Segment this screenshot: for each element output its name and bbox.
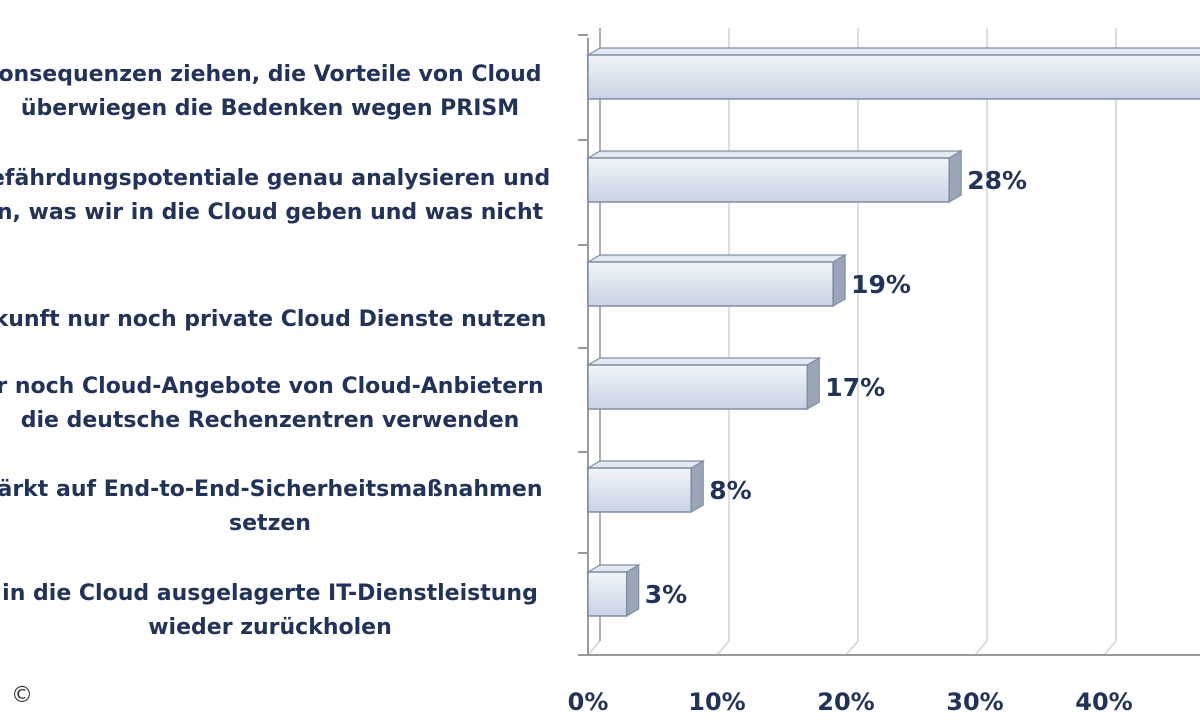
floor-gridline xyxy=(587,640,601,656)
category-label-line: ärkt auf End-to-End-Sicherheitsmaßnahmen xyxy=(0,477,543,502)
floor-gridline xyxy=(716,640,730,656)
category-label-line: r noch Cloud-Angebote von Cloud-Anbieter… xyxy=(0,374,544,399)
category-label: r noch Cloud-Angebote von Cloud-Anbieter… xyxy=(0,370,550,438)
bar-top-face xyxy=(585,150,964,159)
bar-front-face xyxy=(587,571,628,617)
bar-end-face xyxy=(690,459,704,514)
data-label: 28% xyxy=(967,166,1027,195)
category-label: onsequenzen ziehen, die Vorteile von Clo… xyxy=(0,58,550,126)
x-tick-label: 30% xyxy=(946,688,1003,716)
bar-front-face xyxy=(587,364,809,410)
category-label-line: die deutsche Rechenzentren verwenden xyxy=(20,408,520,433)
category-label-line: wieder zurückholen xyxy=(148,615,392,640)
data-label: 3% xyxy=(645,580,687,609)
copyright-symbol: © xyxy=(11,683,33,708)
category-label-line: n, was wir in die Cloud geben und was ni… xyxy=(0,200,544,225)
category-label-line: onsequenzen ziehen, die Vorteile von Clo… xyxy=(0,62,542,87)
data-label: 17% xyxy=(825,373,885,402)
category-label: kunft nur noch private Cloud Dienste nut… xyxy=(0,303,550,337)
x-tick-label: 40% xyxy=(1075,688,1132,716)
bar-4 xyxy=(585,356,822,411)
data-label: 8% xyxy=(709,476,751,505)
data-labels: 28% 19% 17% 8% 3% xyxy=(645,166,1027,609)
floor-gridline xyxy=(1103,640,1117,656)
bar-top-face xyxy=(585,357,822,366)
bar-front-face xyxy=(587,157,950,203)
bar-top-face xyxy=(585,47,1200,56)
data-label: 19% xyxy=(851,270,911,299)
category-label: ärkt auf End-to-End-Sicherheitsmaßnahmen… xyxy=(0,473,550,541)
x-tick-label: 10% xyxy=(688,688,745,716)
bar-end-face xyxy=(806,356,820,411)
bar-top-face xyxy=(585,254,848,263)
axes xyxy=(578,28,1200,656)
floor-gridline xyxy=(845,640,859,656)
x-tick-label: 20% xyxy=(817,688,874,716)
floor-gridline xyxy=(974,640,988,656)
category-label-line: kunft nur noch private Cloud Dienste nut… xyxy=(0,307,547,332)
bar-end-face xyxy=(948,149,962,204)
bar-6 xyxy=(585,563,641,618)
bar-end-face xyxy=(626,563,640,618)
x-tick-labels: 0%10%20%30%40%5 xyxy=(568,688,1133,716)
bar-end-face xyxy=(832,253,846,308)
category-label-line: in die Cloud ausgelagerte IT-Dienstleist… xyxy=(2,581,538,606)
x-tick-label: 0% xyxy=(568,688,609,716)
category-label-line: überwiegen die Bedenken wegen PRISM xyxy=(20,96,520,121)
bar-5 xyxy=(585,459,706,514)
category-label-line: setzen xyxy=(229,511,311,536)
bars xyxy=(585,47,1200,618)
bar-front-face xyxy=(587,467,692,513)
bar-front-face xyxy=(587,54,1200,100)
bar-front-face xyxy=(587,261,834,307)
category-label: efährdungspotentiale genau analysieren u… xyxy=(0,162,550,230)
bar-top-face xyxy=(585,460,706,469)
category-label-line: efährdungspotentiale genau analysieren u… xyxy=(0,166,551,191)
gridlines xyxy=(587,28,1117,656)
bar-2 xyxy=(585,149,964,204)
category-label: in die Cloud ausgelagerte IT-Dienstleist… xyxy=(0,577,550,645)
bar-3 xyxy=(585,253,848,308)
bar-1 xyxy=(585,47,1200,100)
